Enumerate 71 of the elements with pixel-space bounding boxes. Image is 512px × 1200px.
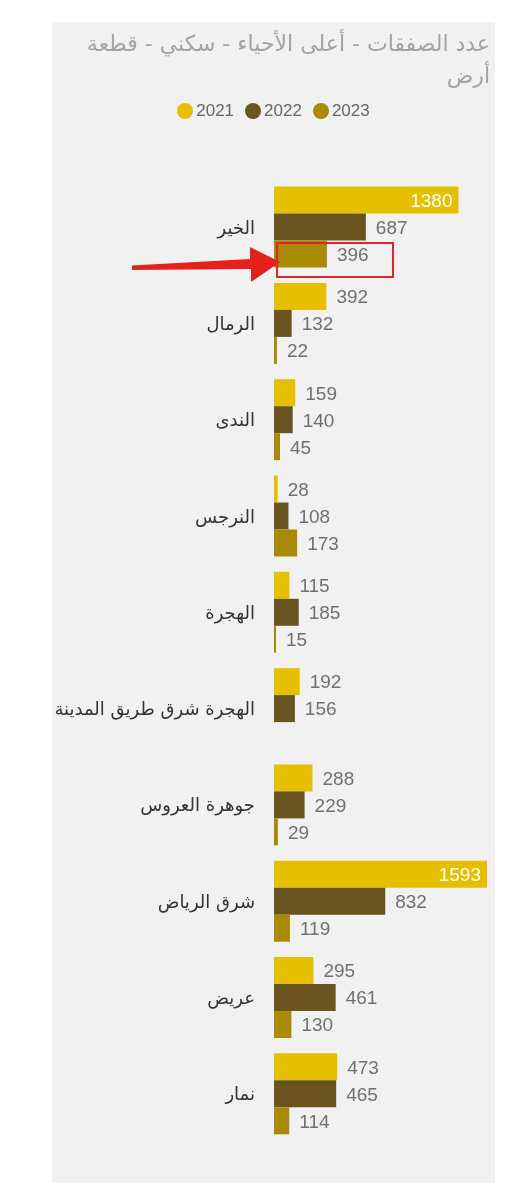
data-label: 28 bbox=[287, 478, 309, 500]
data-label: 115 bbox=[299, 575, 330, 597]
data-label: 45 bbox=[290, 436, 312, 458]
bar bbox=[274, 887, 386, 915]
y-tick-label: عريض bbox=[207, 987, 255, 1010]
bar bbox=[274, 475, 278, 503]
bar bbox=[274, 668, 300, 696]
data-label: 392 bbox=[336, 286, 369, 308]
data-label: 156 bbox=[304, 698, 337, 720]
y-tick-label: الهجرة bbox=[205, 601, 255, 624]
y-tick-label: جوهرة العروس bbox=[140, 794, 255, 817]
data-label: 29 bbox=[287, 821, 310, 843]
y-tick-label: الندى bbox=[215, 409, 255, 431]
bar bbox=[274, 860, 487, 888]
legend-label: 2022 bbox=[264, 101, 302, 121]
data-label: 173 bbox=[307, 532, 339, 554]
data-label: 15 bbox=[286, 629, 308, 651]
bar bbox=[274, 213, 366, 241]
data-label: 185 bbox=[308, 602, 341, 624]
bar bbox=[274, 695, 295, 723]
data-label: 687 bbox=[375, 216, 408, 238]
bar bbox=[274, 625, 277, 653]
y-tick-label: الهجرة شرق طريق المدينة bbox=[54, 698, 255, 721]
bar bbox=[274, 571, 290, 599]
data-label: 130 bbox=[301, 1014, 334, 1036]
legend-label: 2023 bbox=[331, 101, 370, 121]
bar bbox=[274, 984, 336, 1012]
y-tick-label: نمار bbox=[224, 1083, 255, 1105]
y-tick-label: النرجس bbox=[195, 505, 255, 528]
chart-title: عدد الصفقات - أعلى الأحياء - سكني - قطعة أرض bbox=[85, 28, 490, 90]
y-tick-label: الخير bbox=[216, 216, 255, 239]
data-label: 114 bbox=[299, 1110, 330, 1132]
bar bbox=[274, 818, 278, 846]
bar bbox=[274, 791, 305, 819]
bar bbox=[274, 433, 281, 461]
bar bbox=[274, 1107, 290, 1135]
data-label: 192 bbox=[309, 671, 342, 693]
bar bbox=[274, 957, 314, 985]
data-label: 832 bbox=[395, 891, 427, 913]
bar bbox=[274, 186, 459, 214]
bar bbox=[274, 598, 299, 626]
y-tick-label: الرمال bbox=[206, 312, 255, 335]
data-label: 396 bbox=[336, 243, 369, 265]
bar bbox=[274, 1053, 338, 1081]
data-label: 288 bbox=[322, 767, 355, 789]
bar bbox=[274, 914, 290, 942]
data-label: 140 bbox=[302, 409, 335, 431]
bar bbox=[274, 529, 298, 557]
data-label: 108 bbox=[298, 505, 331, 527]
data-label: 1593 bbox=[438, 864, 481, 886]
data-label: 1380 bbox=[410, 189, 453, 211]
bar bbox=[274, 282, 327, 310]
legend-label: 2021 bbox=[196, 101, 235, 121]
bar bbox=[274, 336, 277, 364]
bar bbox=[274, 309, 292, 337]
bar bbox=[274, 1080, 337, 1108]
data-label: 22 bbox=[286, 340, 309, 362]
bar bbox=[274, 764, 313, 792]
data-label: 461 bbox=[345, 987, 378, 1009]
data-label: 465 bbox=[346, 1083, 378, 1105]
bar bbox=[274, 502, 289, 530]
data-label: 132 bbox=[301, 313, 334, 335]
data-label: 229 bbox=[314, 794, 347, 816]
y-tick-label: شرق الرياض bbox=[157, 890, 255, 913]
bar bbox=[274, 406, 293, 434]
bar bbox=[274, 379, 296, 407]
data-label: 159 bbox=[305, 382, 337, 404]
data-label: 295 bbox=[323, 960, 356, 982]
bar bbox=[274, 1011, 292, 1039]
data-label: 473 bbox=[347, 1056, 379, 1078]
data-label: 119 bbox=[299, 918, 331, 940]
